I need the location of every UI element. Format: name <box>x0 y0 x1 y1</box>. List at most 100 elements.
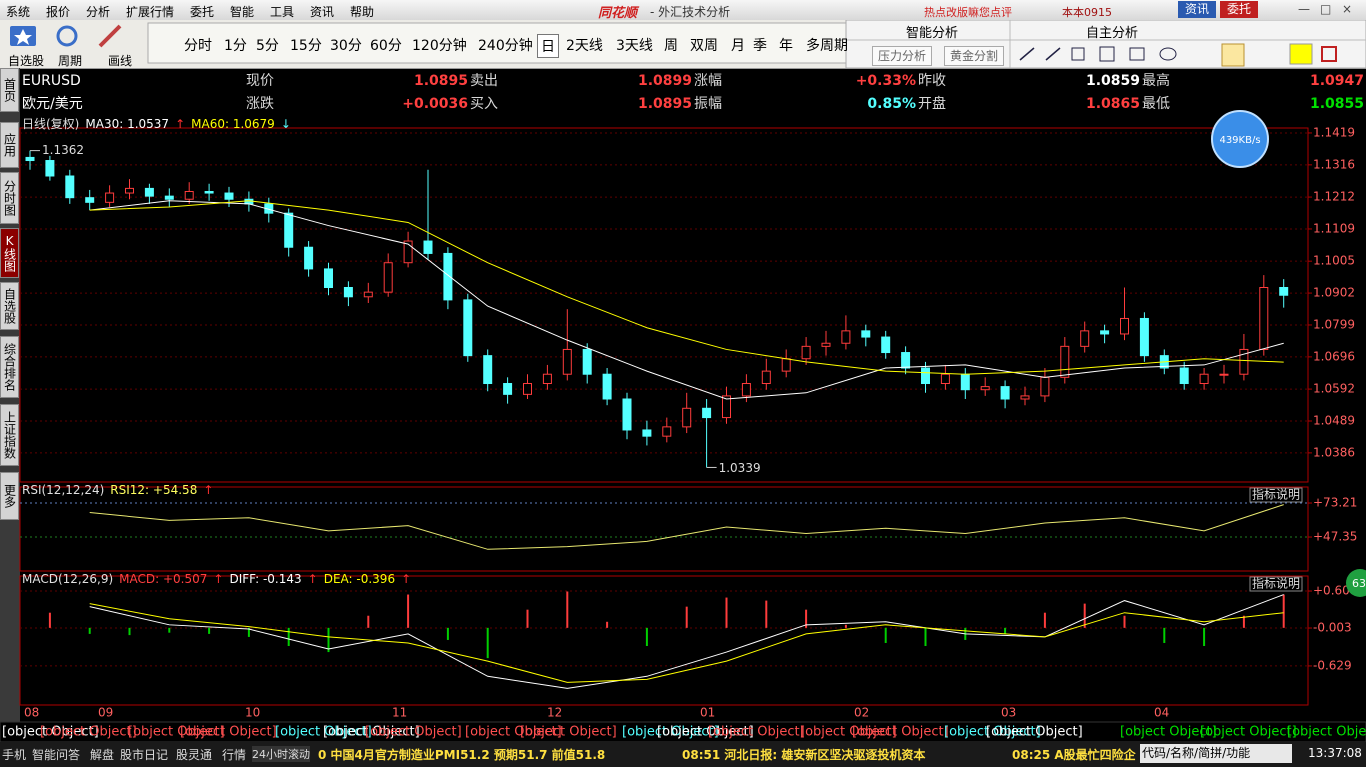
y-tick-label: 1.0902 <box>1313 286 1355 300</box>
status-item: [object Object] <box>180 725 277 740</box>
period-button[interactable]: 日 <box>537 34 559 58</box>
x-tick-label: 09 <box>98 706 113 720</box>
window-control[interactable]: □ <box>1320 2 1332 16</box>
period-button[interactable]: 5分 <box>256 38 279 54</box>
news-ticker[interactable]: 0 中国4月官方制造业PMI51.2 预期51.7 前值51.8 <box>318 748 606 762</box>
tool-icon[interactable] <box>1045 47 1061 61</box>
period-button[interactable]: 120分钟 <box>412 38 467 54</box>
candle-body <box>1179 367 1189 385</box>
period-button[interactable]: 季 <box>753 38 767 54</box>
side-tab[interactable]: 上证指数 <box>0 404 19 466</box>
quote-value: 1.0855 <box>1310 96 1364 112</box>
tool-icon[interactable] <box>1099 46 1115 62</box>
legend-item: 日线(复权) <box>22 117 79 131</box>
color-swatch[interactable] <box>1289 43 1313 65</box>
menu-item[interactable]: 报价 <box>46 5 71 19</box>
news-ticker[interactable]: 08:25 A股最忙四险企 <box>1012 748 1136 762</box>
x-tick-label: 08 <box>24 706 39 720</box>
footer-tab[interactable]: 解盘 <box>90 748 115 762</box>
footer-tab[interactable]: 手机 <box>2 748 27 762</box>
menu-item[interactable]: 工具 <box>270 5 295 19</box>
period-button[interactable]: 60分 <box>370 38 402 54</box>
panel-button[interactable]: 黄金分割 <box>944 46 1004 66</box>
footer-tab[interactable]: 股灵通 <box>176 748 213 762</box>
panel-tab[interactable]: 智能分析 <box>906 26 959 41</box>
status-item: [object Object] <box>40 725 137 740</box>
period-button[interactable]: 多周期 <box>806 38 848 54</box>
footer-tab[interactable]: 24小时滚动 <box>252 746 310 762</box>
candle-body <box>403 240 413 264</box>
side-tab[interactable]: K线图 <box>0 228 19 278</box>
candle-body <box>1080 330 1090 347</box>
search-box[interactable]: 代码/名称/简拼/功能 <box>1140 744 1292 763</box>
window-control[interactable]: × <box>1342 2 1353 16</box>
footer-tab[interactable]: 股市日记 <box>120 748 169 762</box>
notice-link[interactable]: 热点改版嘛您点评 <box>924 6 1012 19</box>
period-button[interactable]: 30分 <box>330 38 362 54</box>
candle-body <box>125 187 134 194</box>
icon <box>98 24 122 48</box>
period-button[interactable]: 1分 <box>224 38 247 54</box>
side-tab[interactable]: 首页 <box>0 68 19 112</box>
candle-body <box>980 386 990 391</box>
tool-icon[interactable] <box>1129 47 1145 61</box>
candle-body <box>662 426 672 437</box>
menu-button[interactable]: 资讯 <box>1178 1 1216 18</box>
candle-body <box>443 252 453 301</box>
period-button[interactable]: 15分 <box>290 38 322 54</box>
side-tab[interactable]: 自选股 <box>0 282 19 330</box>
panel-frame <box>19 575 1309 706</box>
x-tick-label: 10 <box>245 706 260 720</box>
menu-item[interactable]: 分析 <box>86 5 111 19</box>
candle-body <box>781 358 791 372</box>
candle-body <box>523 383 532 395</box>
period-button[interactable]: 年 <box>779 38 793 54</box>
menu-item[interactable]: 系统 <box>6 5 31 19</box>
menu-item[interactable]: 资讯 <box>310 5 335 19</box>
panel-button[interactable]: 压力分析 <box>872 46 932 66</box>
panel-tab[interactable]: 自主分析 <box>1086 26 1139 41</box>
legend-item: ↑ <box>213 572 223 586</box>
menu-item[interactable]: 扩展行情 <box>126 5 175 19</box>
candle-body <box>463 299 473 357</box>
tool-icon[interactable] <box>1071 47 1085 61</box>
menu-button[interactable]: 委托 <box>1220 1 1258 18</box>
quote-label: 现价 <box>246 73 274 89</box>
tool-icon[interactable] <box>1221 43 1245 67</box>
tool-label[interactable]: 自选股 <box>8 54 45 68</box>
quote-label: 涨跌 <box>246 96 274 112</box>
status-item: [object Object] <box>1200 725 1297 740</box>
period-button[interactable]: 分时 <box>184 38 212 54</box>
side-tab[interactable]: 更多 <box>0 472 19 520</box>
period-button[interactable]: 周 <box>664 38 678 54</box>
footer-tab[interactable]: 智能问答 <box>32 748 81 762</box>
y-tick-label: 1.0386 <box>1313 445 1355 459</box>
y-tick-label: +73.21 <box>1313 496 1357 510</box>
period-button[interactable]: 双周 <box>690 38 718 54</box>
tool-icon[interactable] <box>1159 47 1177 61</box>
menu-item[interactable]: 委托 <box>190 5 215 19</box>
tool-label[interactable]: 画线 <box>108 54 133 68</box>
footer-tab[interactable]: 行情 <box>222 748 247 762</box>
tool-icon[interactable] <box>1019 47 1035 61</box>
window-control[interactable]: — <box>1298 2 1310 16</box>
legend-item: DEA: -0.396 <box>324 572 395 586</box>
side-tab[interactable]: 综合排名 <box>0 336 19 398</box>
period-button[interactable]: 240分钟 <box>478 38 533 54</box>
period-button[interactable]: 月 <box>731 38 745 54</box>
tool-label[interactable]: 周期 <box>58 54 83 68</box>
tool-icon[interactable] <box>1321 46 1337 62</box>
menu-item[interactable]: 智能 <box>230 5 255 19</box>
period-button[interactable]: 3天线 <box>616 38 653 54</box>
period-button[interactable]: 2天线 <box>566 38 603 54</box>
news-ticker[interactable]: 08:51 河北日报: 雄安新区坚决驱逐投机资本 <box>682 748 926 762</box>
candle-body <box>343 287 353 298</box>
quote-symbol: EURUSD <box>22 73 81 89</box>
menu-item[interactable]: 帮助 <box>350 5 375 19</box>
side-tab[interactable]: 应用 <box>0 122 19 168</box>
candle-body <box>582 348 592 375</box>
user-name: 本本0915 <box>1062 6 1112 19</box>
side-tab[interactable]: 分时图 <box>0 172 19 224</box>
quote-label: 昨收 <box>918 73 946 89</box>
